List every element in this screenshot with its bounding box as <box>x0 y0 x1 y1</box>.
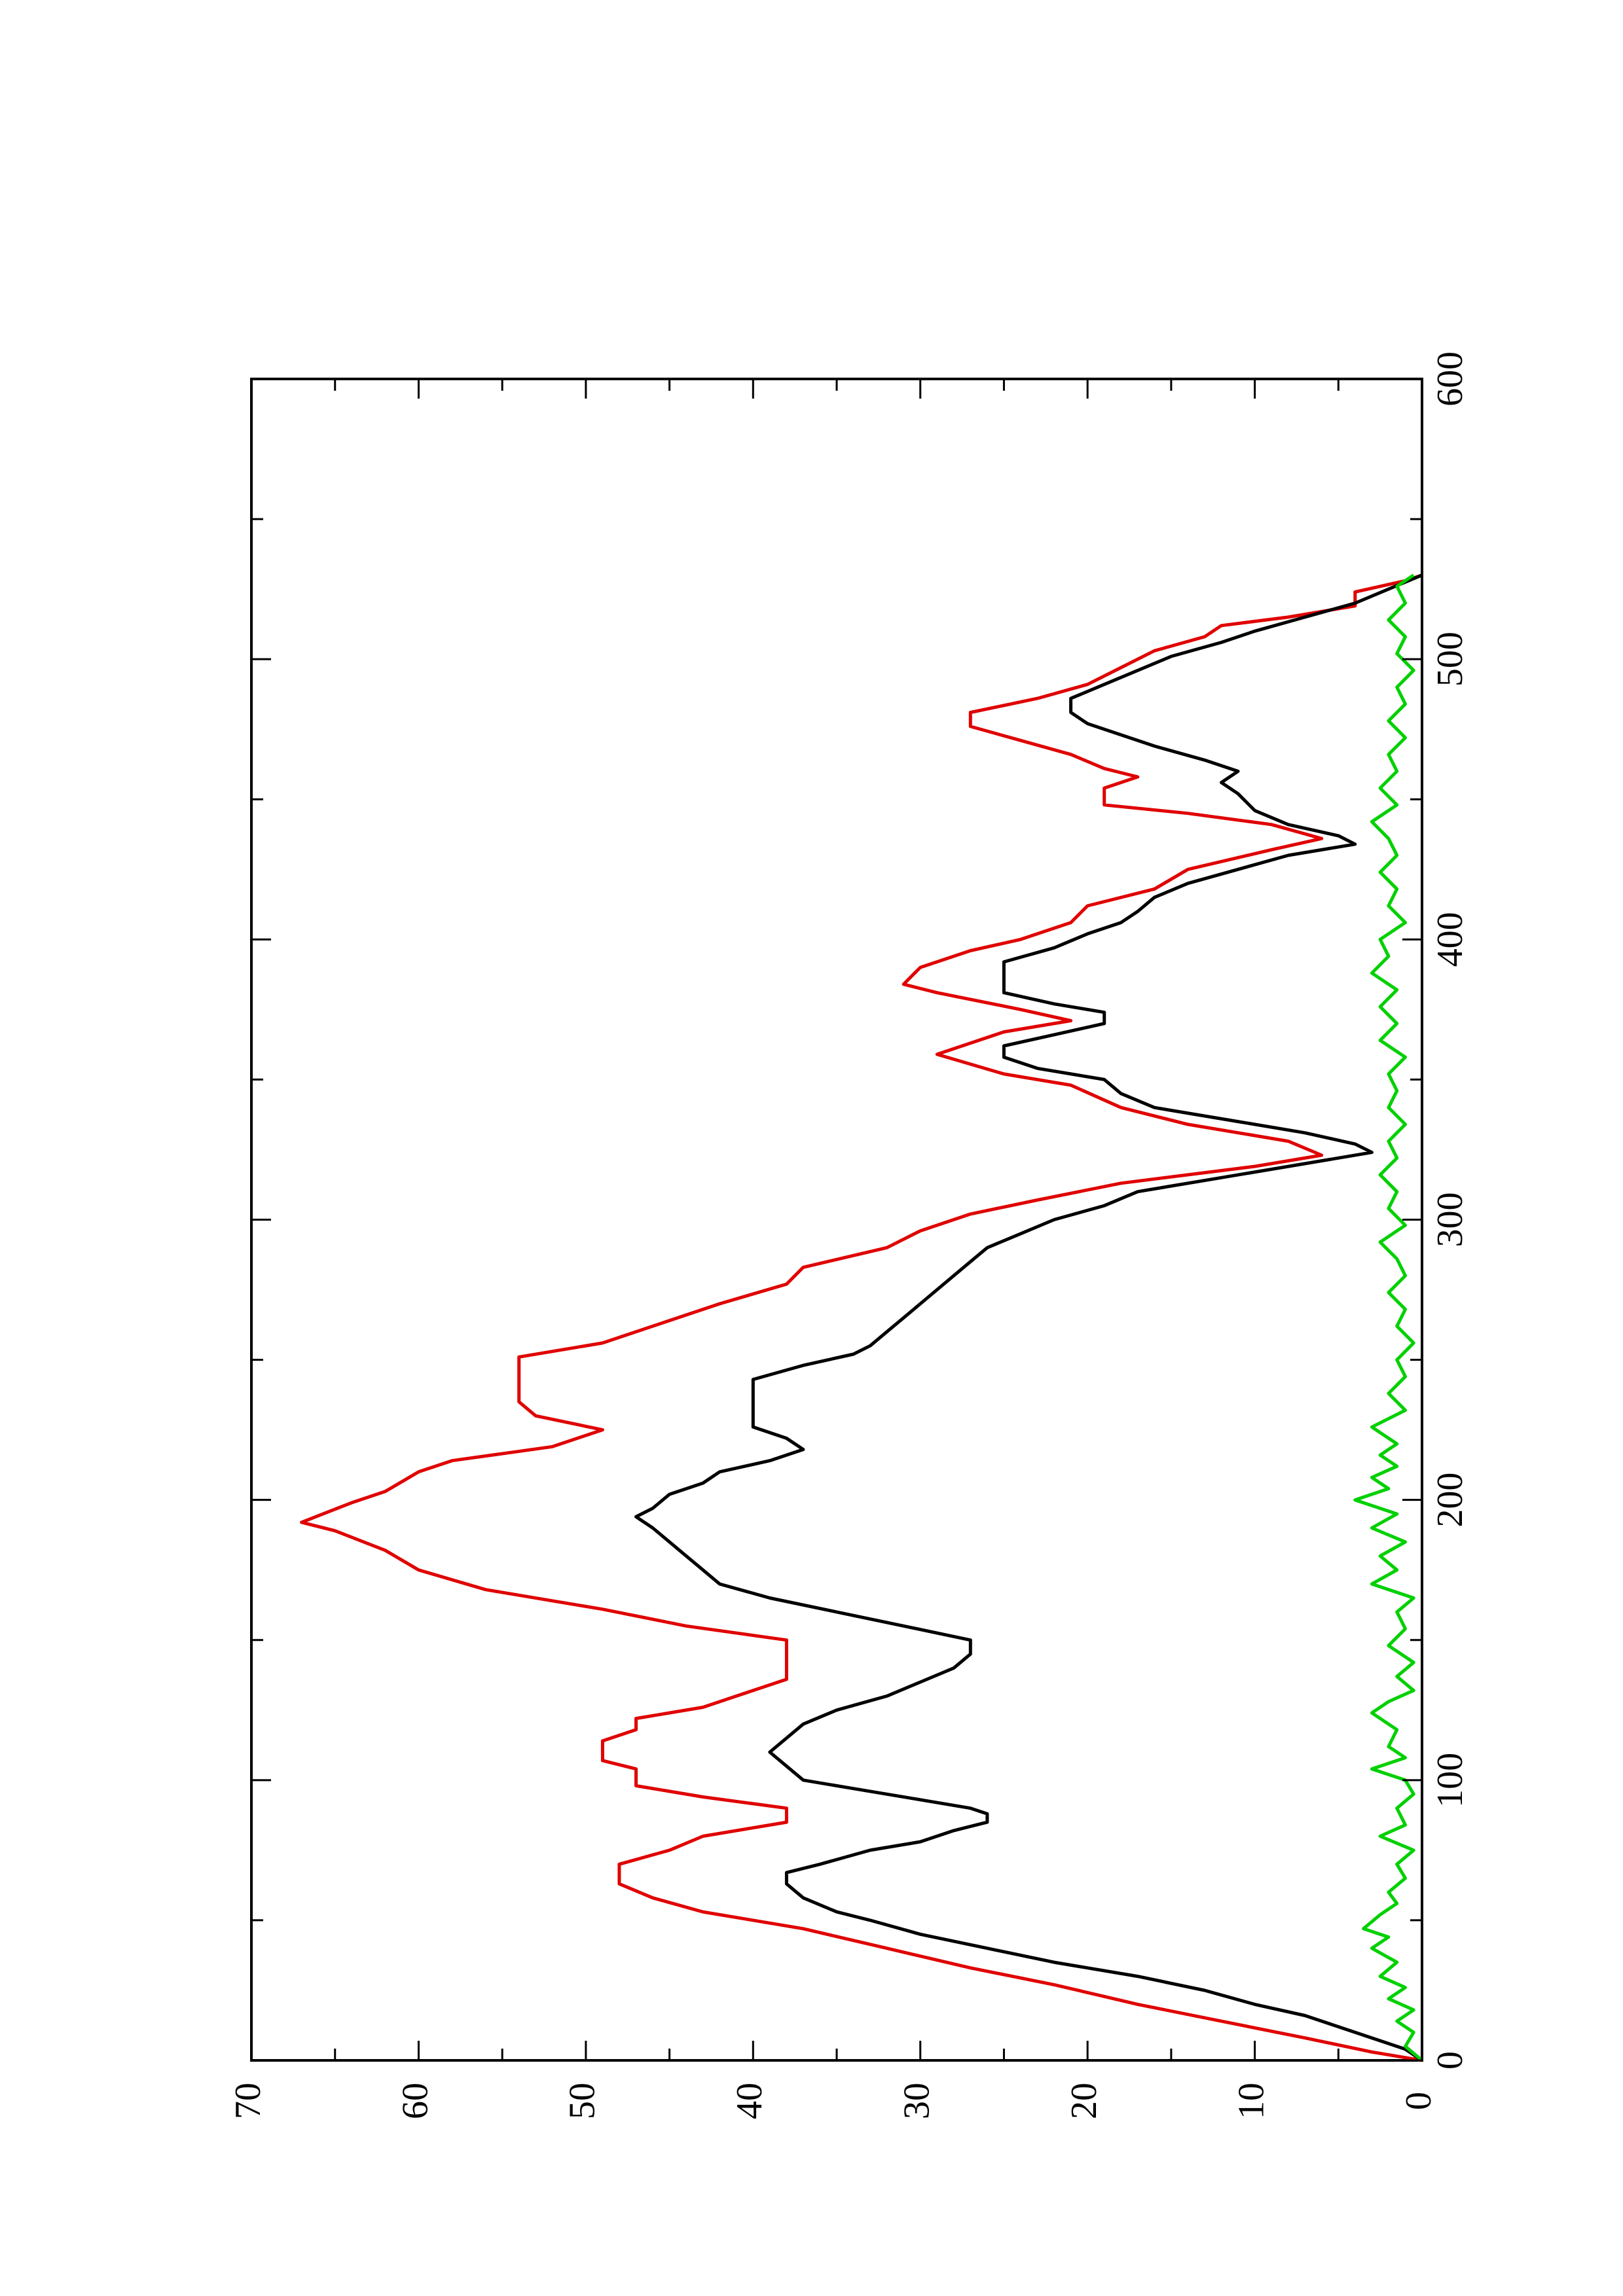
y-tick-label: 10 <box>1231 2083 1271 2119</box>
y-tick-label: 30 <box>897 2083 938 2119</box>
x-tick-label: 300 <box>1430 1193 1470 1247</box>
y-tick-label: 70 <box>228 2083 268 2119</box>
plot-frame <box>250 378 1423 2062</box>
x-tick-label: 0 <box>1430 2051 1470 2070</box>
y-tick-label: 50 <box>562 2083 603 2119</box>
plot-area <box>250 378 1423 2062</box>
series-line-1 <box>634 573 1423 2062</box>
axis-layer: 0 100 200 300 400 500 600 0 10 20 30 40 50 60 70 <box>228 351 1470 2119</box>
x-tick-label: 100 <box>1430 1753 1470 1808</box>
y-tick-label: 40 <box>729 2083 770 2119</box>
y-tick-label: 0 <box>1398 2092 1439 2110</box>
y-tick-label: 20 <box>1064 2083 1104 2119</box>
y-tick-label: 60 <box>395 2083 435 2119</box>
x-tick-label: 500 <box>1430 632 1470 687</box>
series-line-0 <box>300 573 1423 2062</box>
x-tick-label: 200 <box>1430 1473 1470 1528</box>
series-layer <box>300 573 1423 2062</box>
x-tick-label: 400 <box>1430 912 1470 967</box>
x-tick-label: 600 <box>1430 351 1470 406</box>
series-line-2 <box>1353 573 1423 2062</box>
